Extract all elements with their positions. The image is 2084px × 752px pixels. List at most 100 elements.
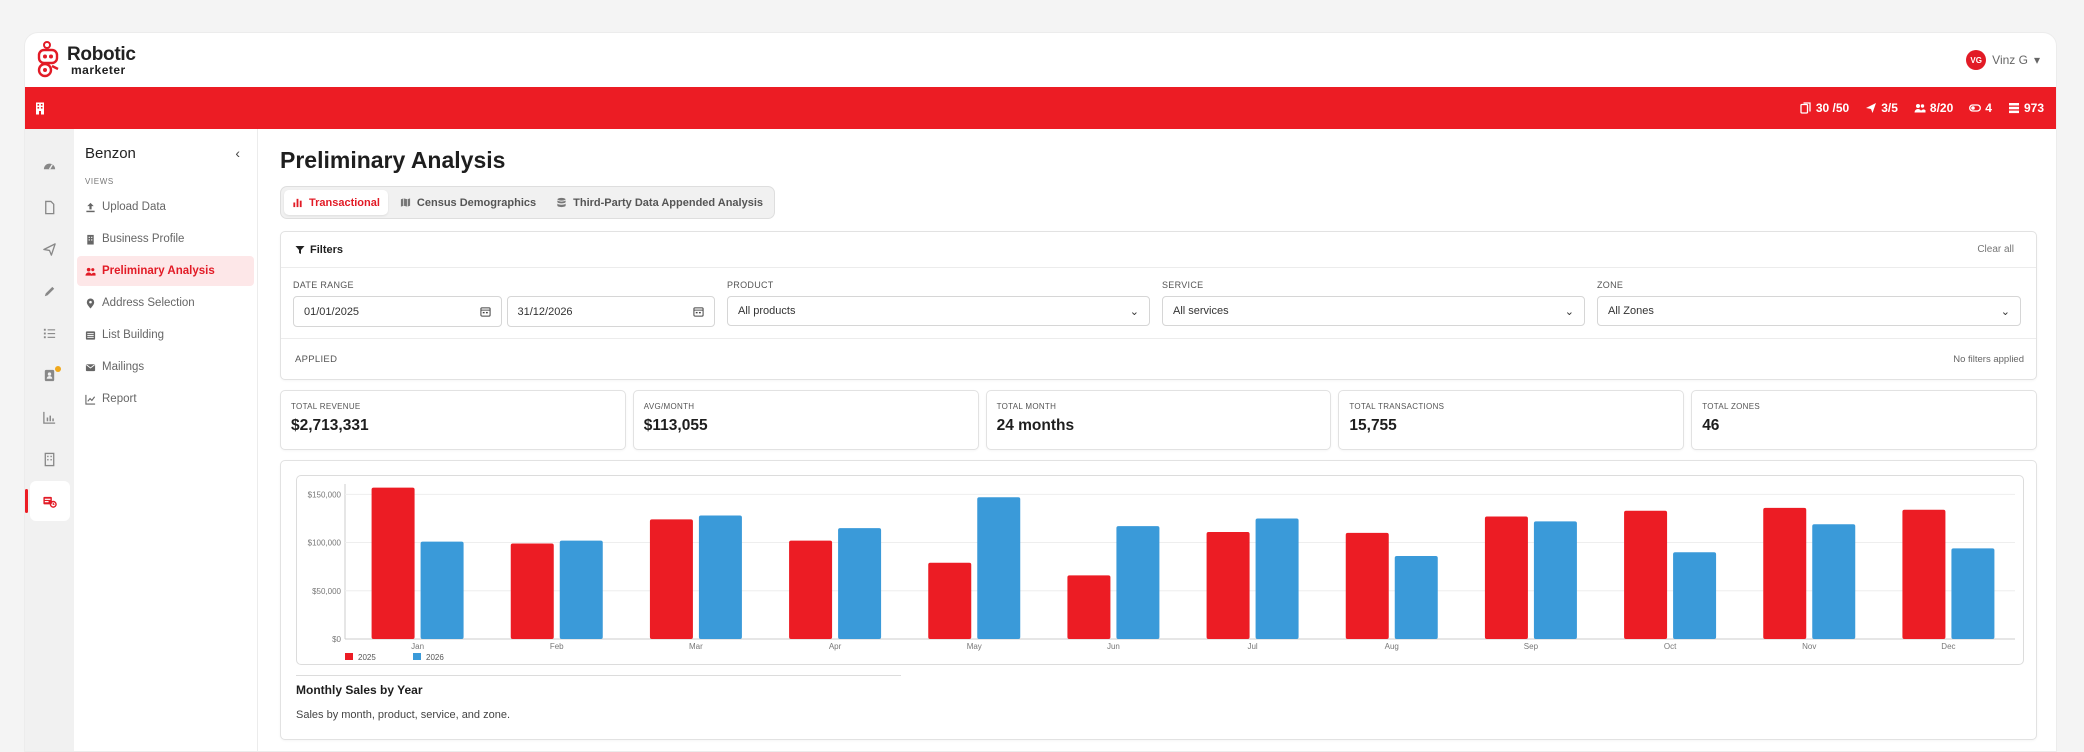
dashboard-icon [43, 163, 56, 170]
date-from-input[interactable]: 01/01/2025 [293, 296, 502, 327]
bar-2025-Feb [510, 543, 554, 639]
y-tick-label: $0 [332, 635, 341, 644]
rail-pencil[interactable] [30, 271, 70, 311]
icon-rail [25, 129, 74, 751]
bar-2025-Jun [1067, 575, 1111, 639]
sidebar: Benzon ‹ VIEWS Upload Data Business Prof… [74, 129, 258, 751]
tab-label: Third-Party Data Appended Analysis [573, 196, 764, 209]
calendar-icon [479, 307, 491, 317]
sidebar-item-upload-data[interactable]: Upload Data [77, 192, 254, 222]
service-select[interactable]: All services ⌄ [1162, 296, 1585, 326]
date-to-input[interactable]: 31/12/2026 [506, 296, 715, 327]
stat-toggles: 4 [1969, 101, 1992, 115]
rail-document[interactable] [30, 187, 70, 227]
rail-contacts[interactable] [30, 355, 70, 395]
legend-label: 2026 [426, 653, 444, 662]
product-label: PRODUCT [727, 280, 774, 290]
rail-send[interactable] [30, 229, 70, 269]
x-tick-label: Jun [1107, 642, 1120, 651]
stack-icon [2008, 103, 2019, 114]
service-value: All services [1173, 305, 1229, 317]
bar-chart-icon [293, 198, 302, 208]
rail-dashboard[interactable] [30, 145, 70, 185]
chevron-down-icon: ⌄ [1564, 305, 1574, 318]
logo[interactable]: Robotic marketer [35, 40, 136, 80]
document-icon [45, 200, 55, 214]
contact-card-icon [44, 369, 55, 381]
kpi-row: TOTAL REVENUE $2,713,331 AVG/MONTH $113,… [280, 390, 2037, 450]
zone-value: All Zones [1608, 305, 1654, 317]
collapse-chevron-icon[interactable]: ‹ [235, 145, 240, 161]
kpi-label: AVG/MONTH [643, 402, 695, 411]
zone-select[interactable]: All Zones ⌄ [1597, 296, 2021, 326]
chart-subtitle: Sales by month, product, service, and zo… [296, 709, 511, 721]
stat-sends: 3/5 [1865, 101, 1898, 115]
kpi-label: TOTAL MONTH [996, 402, 1057, 411]
rail-building[interactable] [30, 439, 70, 479]
rail-analysis[interactable] [25, 481, 70, 521]
x-tick-label: Oct [1664, 642, 1677, 651]
kpi-value: $113,055 [643, 417, 708, 434]
main-content: Preliminary Analysis Transactional Censu… [258, 129, 2056, 751]
kpi-label: TOTAL REVENUE [291, 402, 361, 411]
bar-2025-Nov [1763, 507, 1807, 639]
applied-label: APPLIED [295, 353, 338, 365]
sidebar-item-label: Business Profile [102, 233, 185, 245]
building-icon [44, 452, 55, 466]
tab-census-demographics[interactable]: Census Demographics [392, 190, 544, 215]
sidebar-item-address-selection[interactable]: Address Selection [77, 288, 254, 318]
service-label: SERVICE [1162, 280, 1204, 290]
sidebar-item-label: Mailings [102, 361, 145, 373]
send-icon [1866, 103, 1877, 113]
usage-stats: 30 /50 3/5 8/20 4 973 [1800, 101, 2044, 115]
kpi-total-revenue: TOTAL REVENUE $2,713,331 [280, 390, 626, 450]
rail-list[interactable] [30, 313, 70, 353]
chart-container: $0 $50,000 $100,000 $150,000 Jan Feb Mar Apr May… [296, 475, 2024, 665]
sidebar-item-label: Address Selection [102, 297, 195, 309]
x-tick-label: Sep [1524, 642, 1539, 651]
tab-transactional[interactable]: Transactional [284, 190, 388, 215]
bar-2026-Oct [1673, 552, 1717, 639]
x-tick-label: May [967, 642, 982, 651]
kpi-value: $2,713,331 [291, 417, 369, 434]
logo-subtitle: marketer [71, 62, 126, 77]
bar-2026-Mar [698, 515, 742, 639]
stat-documents: 30 /50 [1800, 101, 1849, 115]
sidebar-title: Benzon [85, 144, 136, 162]
sidebar-item-list-building[interactable]: List Building [77, 320, 254, 350]
users-icon [85, 267, 96, 276]
legend-swatch [345, 653, 353, 660]
bar-2025-Jul [1206, 531, 1250, 639]
bar-2026-Nov [1812, 524, 1856, 639]
monthly-sales-card: $0 $50,000 $100,000 $150,000 Jan Feb Mar Apr May… [280, 460, 2037, 740]
building-icon[interactable] [35, 102, 45, 115]
bar-2026-Feb [559, 540, 603, 639]
date-range-label: DATE RANGE [293, 280, 354, 290]
sidebar-item-business-profile[interactable]: Business Profile [77, 224, 254, 254]
toggle-icon [1969, 104, 1982, 112]
tab-third-party-data[interactable]: Third-Party Data Appended Analysis [548, 190, 771, 215]
send-icon [43, 242, 56, 256]
stat-value: 4 [1985, 101, 1992, 115]
y-tick-label: $150,000 [308, 490, 342, 499]
sidebar-item-mailings[interactable]: Mailings [77, 352, 254, 382]
analysis-icon [43, 496, 57, 508]
user-menu[interactable]: VG Vinz G ▾ [1966, 50, 2040, 70]
users-icon [1914, 104, 1926, 113]
line-chart-icon [85, 394, 96, 405]
sidebar-item-preliminary-analysis[interactable]: Preliminary Analysis [77, 256, 254, 286]
list-box-icon [85, 330, 96, 340]
sidebar-item-label: Report [102, 393, 137, 405]
product-select[interactable]: All products ⌄ [727, 296, 1150, 326]
calendar-icon [693, 307, 704, 317]
map-pin-icon [86, 297, 95, 309]
x-tick-label: Nov [1802, 642, 1816, 651]
bar-2026-Jun [1116, 526, 1160, 639]
kpi-avg-month: AVG/MONTH $113,055 [632, 390, 979, 450]
clear-all-button[interactable]: Clear all [1977, 244, 2014, 255]
sidebar-item-report[interactable]: Report [77, 384, 254, 414]
kpi-total-month: TOTAL MONTH 24 months [985, 390, 1332, 450]
filters-panel: Filters Clear all DATE RANGE 01/01/2025 [280, 231, 2037, 380]
rail-chart[interactable] [30, 397, 70, 437]
stat-value: 30 /50 [1815, 101, 1850, 115]
